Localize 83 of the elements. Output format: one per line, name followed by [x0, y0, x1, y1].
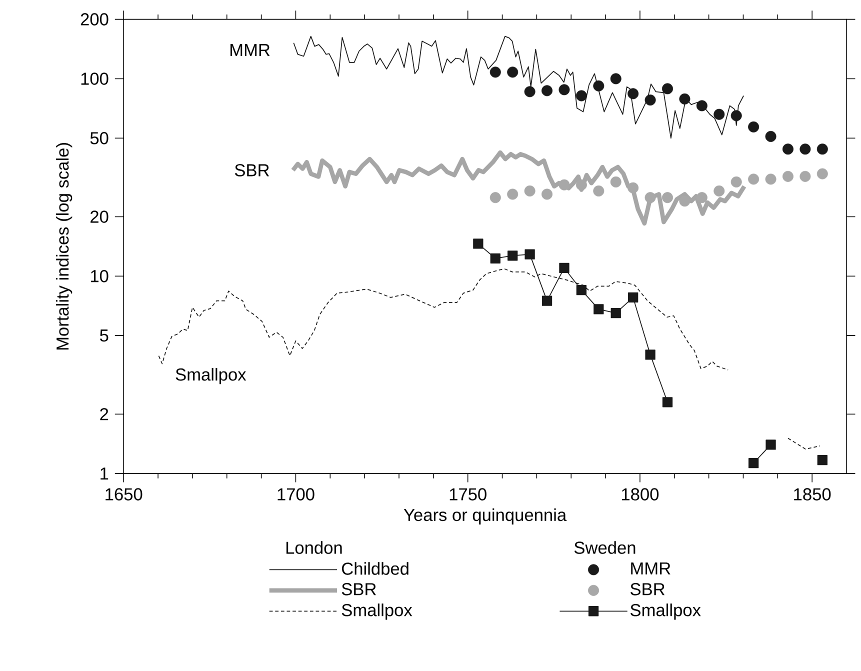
point — [816, 168, 828, 180]
point — [507, 66, 518, 78]
point — [765, 174, 776, 185]
point — [679, 196, 690, 207]
point — [817, 455, 828, 466]
point — [610, 176, 622, 188]
point — [524, 249, 535, 260]
point — [593, 186, 604, 197]
point — [644, 94, 656, 106]
y-tick-label: 20 — [90, 210, 108, 223]
point — [610, 308, 621, 318]
x-tick-label: 1850 — [794, 488, 831, 501]
legend-label: Childbed — [342, 562, 408, 575]
point — [800, 171, 811, 182]
point — [765, 131, 776, 142]
legend-label: SBR — [630, 583, 665, 596]
point — [748, 122, 760, 133]
point — [576, 179, 587, 191]
y-tick-label: 200 — [80, 13, 108, 26]
y-tick-label: 10 — [90, 270, 108, 282]
text: Sweden — [574, 541, 636, 554]
point — [542, 188, 553, 200]
annotation: SBR — [234, 164, 269, 176]
annotation: MMR — [230, 44, 270, 56]
point — [816, 144, 828, 155]
point — [558, 179, 570, 191]
point — [782, 171, 794, 182]
point — [696, 100, 708, 112]
point — [730, 176, 742, 188]
x-tick-label: 1800 — [622, 488, 659, 501]
x-tick-label: 1650 — [106, 488, 142, 501]
point — [490, 192, 501, 204]
legend-label: Smallpox — [630, 604, 701, 620]
point — [714, 108, 725, 120]
point — [542, 85, 553, 96]
x-axis-title: Years or quinquennia — [404, 508, 567, 525]
point — [524, 186, 536, 197]
point — [542, 296, 552, 306]
point — [748, 174, 760, 185]
point — [679, 94, 690, 105]
point — [662, 83, 674, 94]
point — [524, 86, 536, 98]
point — [696, 192, 708, 204]
point — [645, 350, 656, 360]
point — [628, 292, 638, 303]
legend-label: MMR — [631, 562, 670, 575]
text: London — [286, 541, 342, 554]
line-series — [290, 150, 746, 226]
point — [662, 192, 674, 204]
point — [473, 238, 484, 249]
y-tick-label: 5 — [100, 330, 108, 342]
point — [508, 250, 518, 261]
x-tick-label: 1750 — [450, 488, 486, 501]
point — [576, 285, 587, 296]
y-axis-title: Mortality indices (log scale) — [56, 143, 72, 350]
point — [628, 182, 639, 194]
point — [644, 192, 656, 204]
point — [594, 304, 604, 314]
x-tick-label: 1700 — [278, 488, 314, 501]
y-tick-label: 50 — [90, 132, 108, 144]
point — [730, 110, 742, 122]
point — [714, 186, 725, 197]
point — [507, 188, 518, 200]
line-series — [293, 36, 744, 139]
y-tick-label: 2 — [100, 408, 108, 420]
point — [766, 440, 776, 450]
point — [628, 88, 639, 100]
y-tick-label: 1 — [100, 468, 108, 480]
point — [490, 66, 501, 78]
point — [558, 84, 570, 96]
point — [593, 80, 604, 92]
point — [662, 397, 673, 408]
point — [576, 90, 587, 102]
legend-label: SBR — [342, 583, 376, 596]
point — [490, 253, 500, 264]
y-tick-label: 100 — [81, 72, 108, 86]
point — [782, 144, 794, 155]
point — [748, 458, 759, 468]
point — [610, 73, 622, 84]
legend-label: Smallpox — [342, 604, 412, 620]
point — [800, 144, 811, 155]
annotation: Smallpox — [176, 368, 246, 384]
point — [559, 263, 570, 274]
